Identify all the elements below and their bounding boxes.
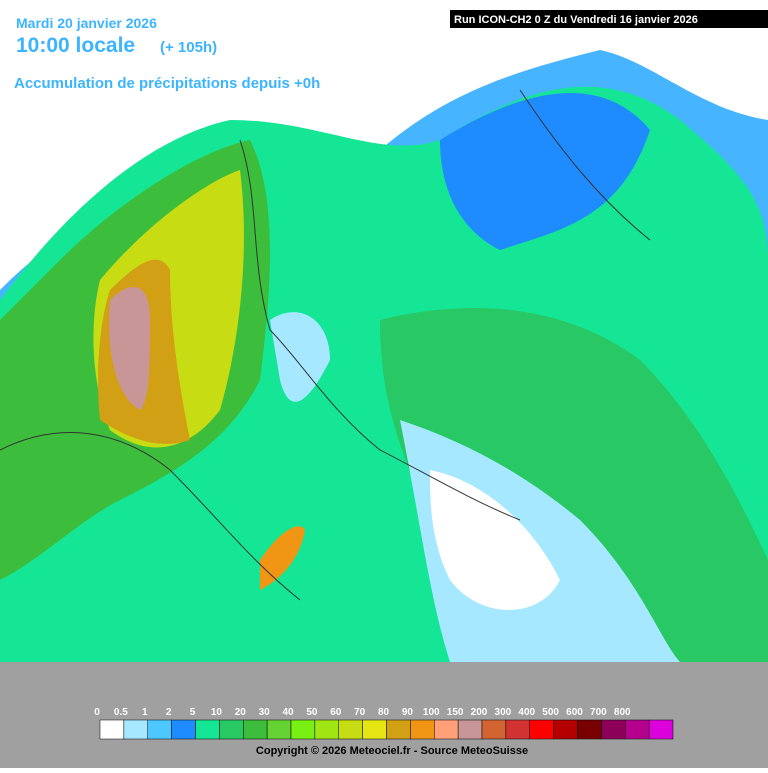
legend-label: 10 <box>211 707 223 718</box>
legend-swatch <box>362 719 387 740</box>
legend-label: 30 <box>259 707 271 718</box>
date: Mardi 20 janvier 2026 <box>16 15 157 31</box>
precip-area <box>380 308 768 662</box>
no-data-band <box>0 662 768 768</box>
legend-label: 600 <box>566 707 583 718</box>
legend-label: 20 <box>235 707 247 718</box>
legend-swatch <box>147 719 172 740</box>
legend-swatch <box>290 719 316 740</box>
precip-area <box>109 286 150 410</box>
legend-swatch <box>625 719 650 740</box>
legend-label: 40 <box>282 707 294 718</box>
legend-label: 2 <box>166 707 172 718</box>
legend-swatch <box>553 719 578 740</box>
legend-label: 70 <box>354 707 366 718</box>
legend-swatch <box>171 719 196 740</box>
legend-swatch <box>481 719 507 740</box>
legend-swatch <box>99 719 125 740</box>
legend-swatch <box>195 719 220 740</box>
legend-label: 1 <box>142 707 148 718</box>
legend-label: 0.5 <box>114 707 128 718</box>
legend-label: 50 <box>306 707 318 718</box>
legend-label: 90 <box>402 707 414 718</box>
legend-swatch <box>648 719 674 740</box>
legend-label: 400 <box>518 707 535 718</box>
legend-swatch <box>529 719 554 740</box>
legend-label: 800 <box>614 707 631 718</box>
legend-swatch <box>123 719 148 740</box>
legend-label: 500 <box>542 707 559 718</box>
precip-area <box>400 420 680 662</box>
legend-swatch <box>314 719 339 740</box>
legend-label: 100 <box>423 707 440 718</box>
dry-area <box>430 470 560 610</box>
legend-swatch <box>457 719 483 740</box>
legend: 0 0.5 1 2 5 10 20 30 40 50 60 70 80 90 100 150 200 300 400… <box>94 707 674 740</box>
legend-label: 60 <box>330 707 342 718</box>
legend-label: 0 <box>94 707 100 718</box>
precip-area <box>260 526 305 590</box>
legend-swatch <box>266 719 292 740</box>
border <box>0 89 651 601</box>
legend-label: 80 <box>378 707 390 718</box>
legend-label: 700 <box>590 707 607 718</box>
legend-label: 200 <box>471 707 488 718</box>
lead-time: (+ 105h) <box>160 39 217 56</box>
subtitle: Accumulation de précipitations depuis +0… <box>14 75 320 92</box>
legend-swatch <box>243 719 268 740</box>
legend-swatch <box>577 719 602 740</box>
legend-swatch <box>601 719 626 740</box>
legend-label: 300 <box>495 707 512 718</box>
legend-swatch <box>386 719 411 740</box>
legend-swatch <box>434 719 459 740</box>
precip-area <box>270 312 330 402</box>
legend-label: 150 <box>447 707 464 718</box>
legend-swatch <box>505 719 530 740</box>
copyright: Copyright © 2026 Meteociel.fr - Source M… <box>256 745 528 757</box>
run-box <box>450 10 768 28</box>
legend-swatch <box>338 719 363 740</box>
time: 10:00 locale <box>16 34 135 57</box>
legend-swatch <box>410 719 435 740</box>
legend-swatch <box>219 719 244 740</box>
run-info: Run ICON-CH2 0 Z du Vendredi 16 janvier … <box>454 14 698 26</box>
legend-label: 5 <box>190 707 196 718</box>
precip-area <box>440 92 650 250</box>
